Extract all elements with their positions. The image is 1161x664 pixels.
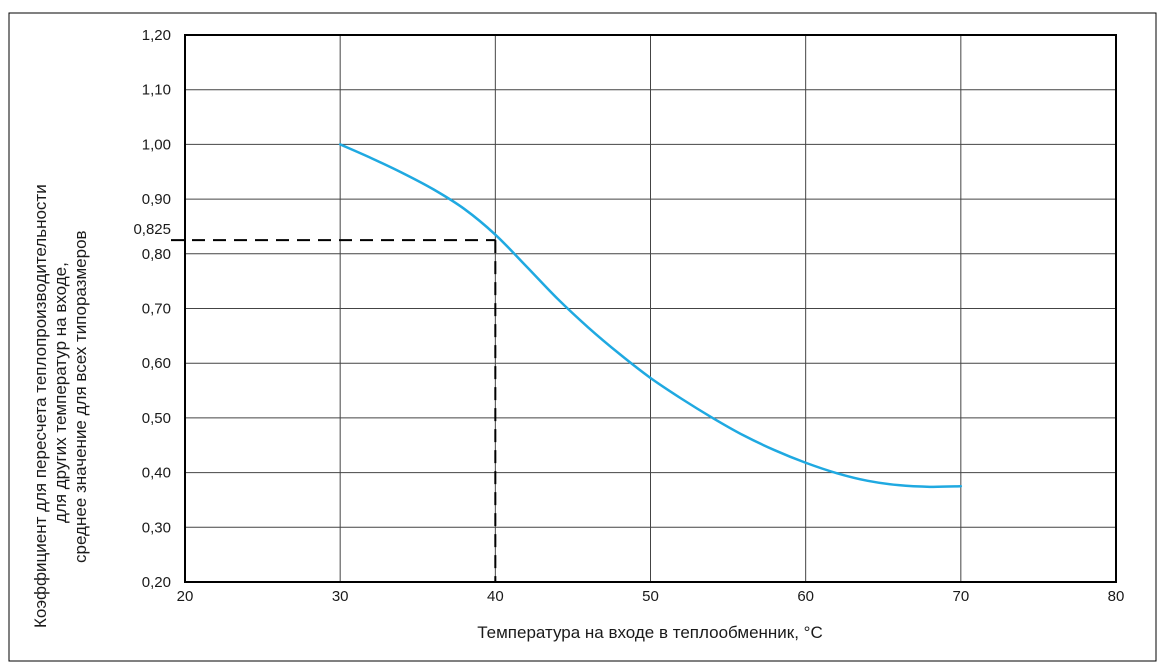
reference-lines: 0,825 — [133, 221, 497, 582]
y-tick-label: 0,90 — [142, 191, 171, 208]
x-tick-label: 50 — [642, 588, 659, 605]
y-tick-labels: 0,20 0,30 0,40 0,50 0,60 0,70 0,80 0,90 1,00 1,10… — [142, 27, 171, 591]
x-tick-label: 60 — [797, 588, 814, 605]
plot-area-border — [184, 34, 1117, 583]
x-axis-label: Температура на входе в теплообменник, °C — [477, 623, 823, 642]
x-tick-label: 30 — [332, 588, 349, 605]
series-line — [338, 143, 963, 489]
y-tick-label: 0,80 — [142, 246, 171, 263]
grid — [185, 35, 1116, 582]
y-tick-label: 0,40 — [142, 465, 171, 482]
series-layer — [338, 143, 963, 489]
y-axis-label-line-3: среднее значение для всех типоразмеров — [71, 230, 90, 563]
y-tick-label: 1,00 — [142, 136, 171, 153]
x-tick-label: 70 — [952, 588, 969, 605]
y-tick-label: 1,10 — [142, 82, 171, 99]
x-tick-labels: 20 30 40 50 60 70 80 — [177, 588, 1125, 605]
y-axis-label: Коэффициент для пересчета теплопроизводи… — [31, 184, 90, 628]
x-tick-label: 80 — [1108, 588, 1125, 605]
reference-value-label: 0,825 — [133, 221, 171, 238]
x-tick-label: 40 — [487, 588, 504, 605]
y-tick-label: 0,50 — [142, 410, 171, 427]
x-tick-label: 20 — [177, 588, 194, 605]
y-tick-label: 0,70 — [142, 301, 171, 318]
y-axis-label-line-1: Коэффициент для пересчета теплопроизводи… — [31, 184, 50, 628]
y-tick-label: 1,20 — [142, 27, 171, 44]
y-tick-label: 0,60 — [142, 355, 171, 372]
y-tick-label: 0,20 — [142, 574, 171, 591]
figure-border — [8, 12, 1157, 662]
y-tick-label: 0,30 — [142, 519, 171, 536]
y-axis-label-line-2: для других температур на входе, — [51, 262, 70, 523]
